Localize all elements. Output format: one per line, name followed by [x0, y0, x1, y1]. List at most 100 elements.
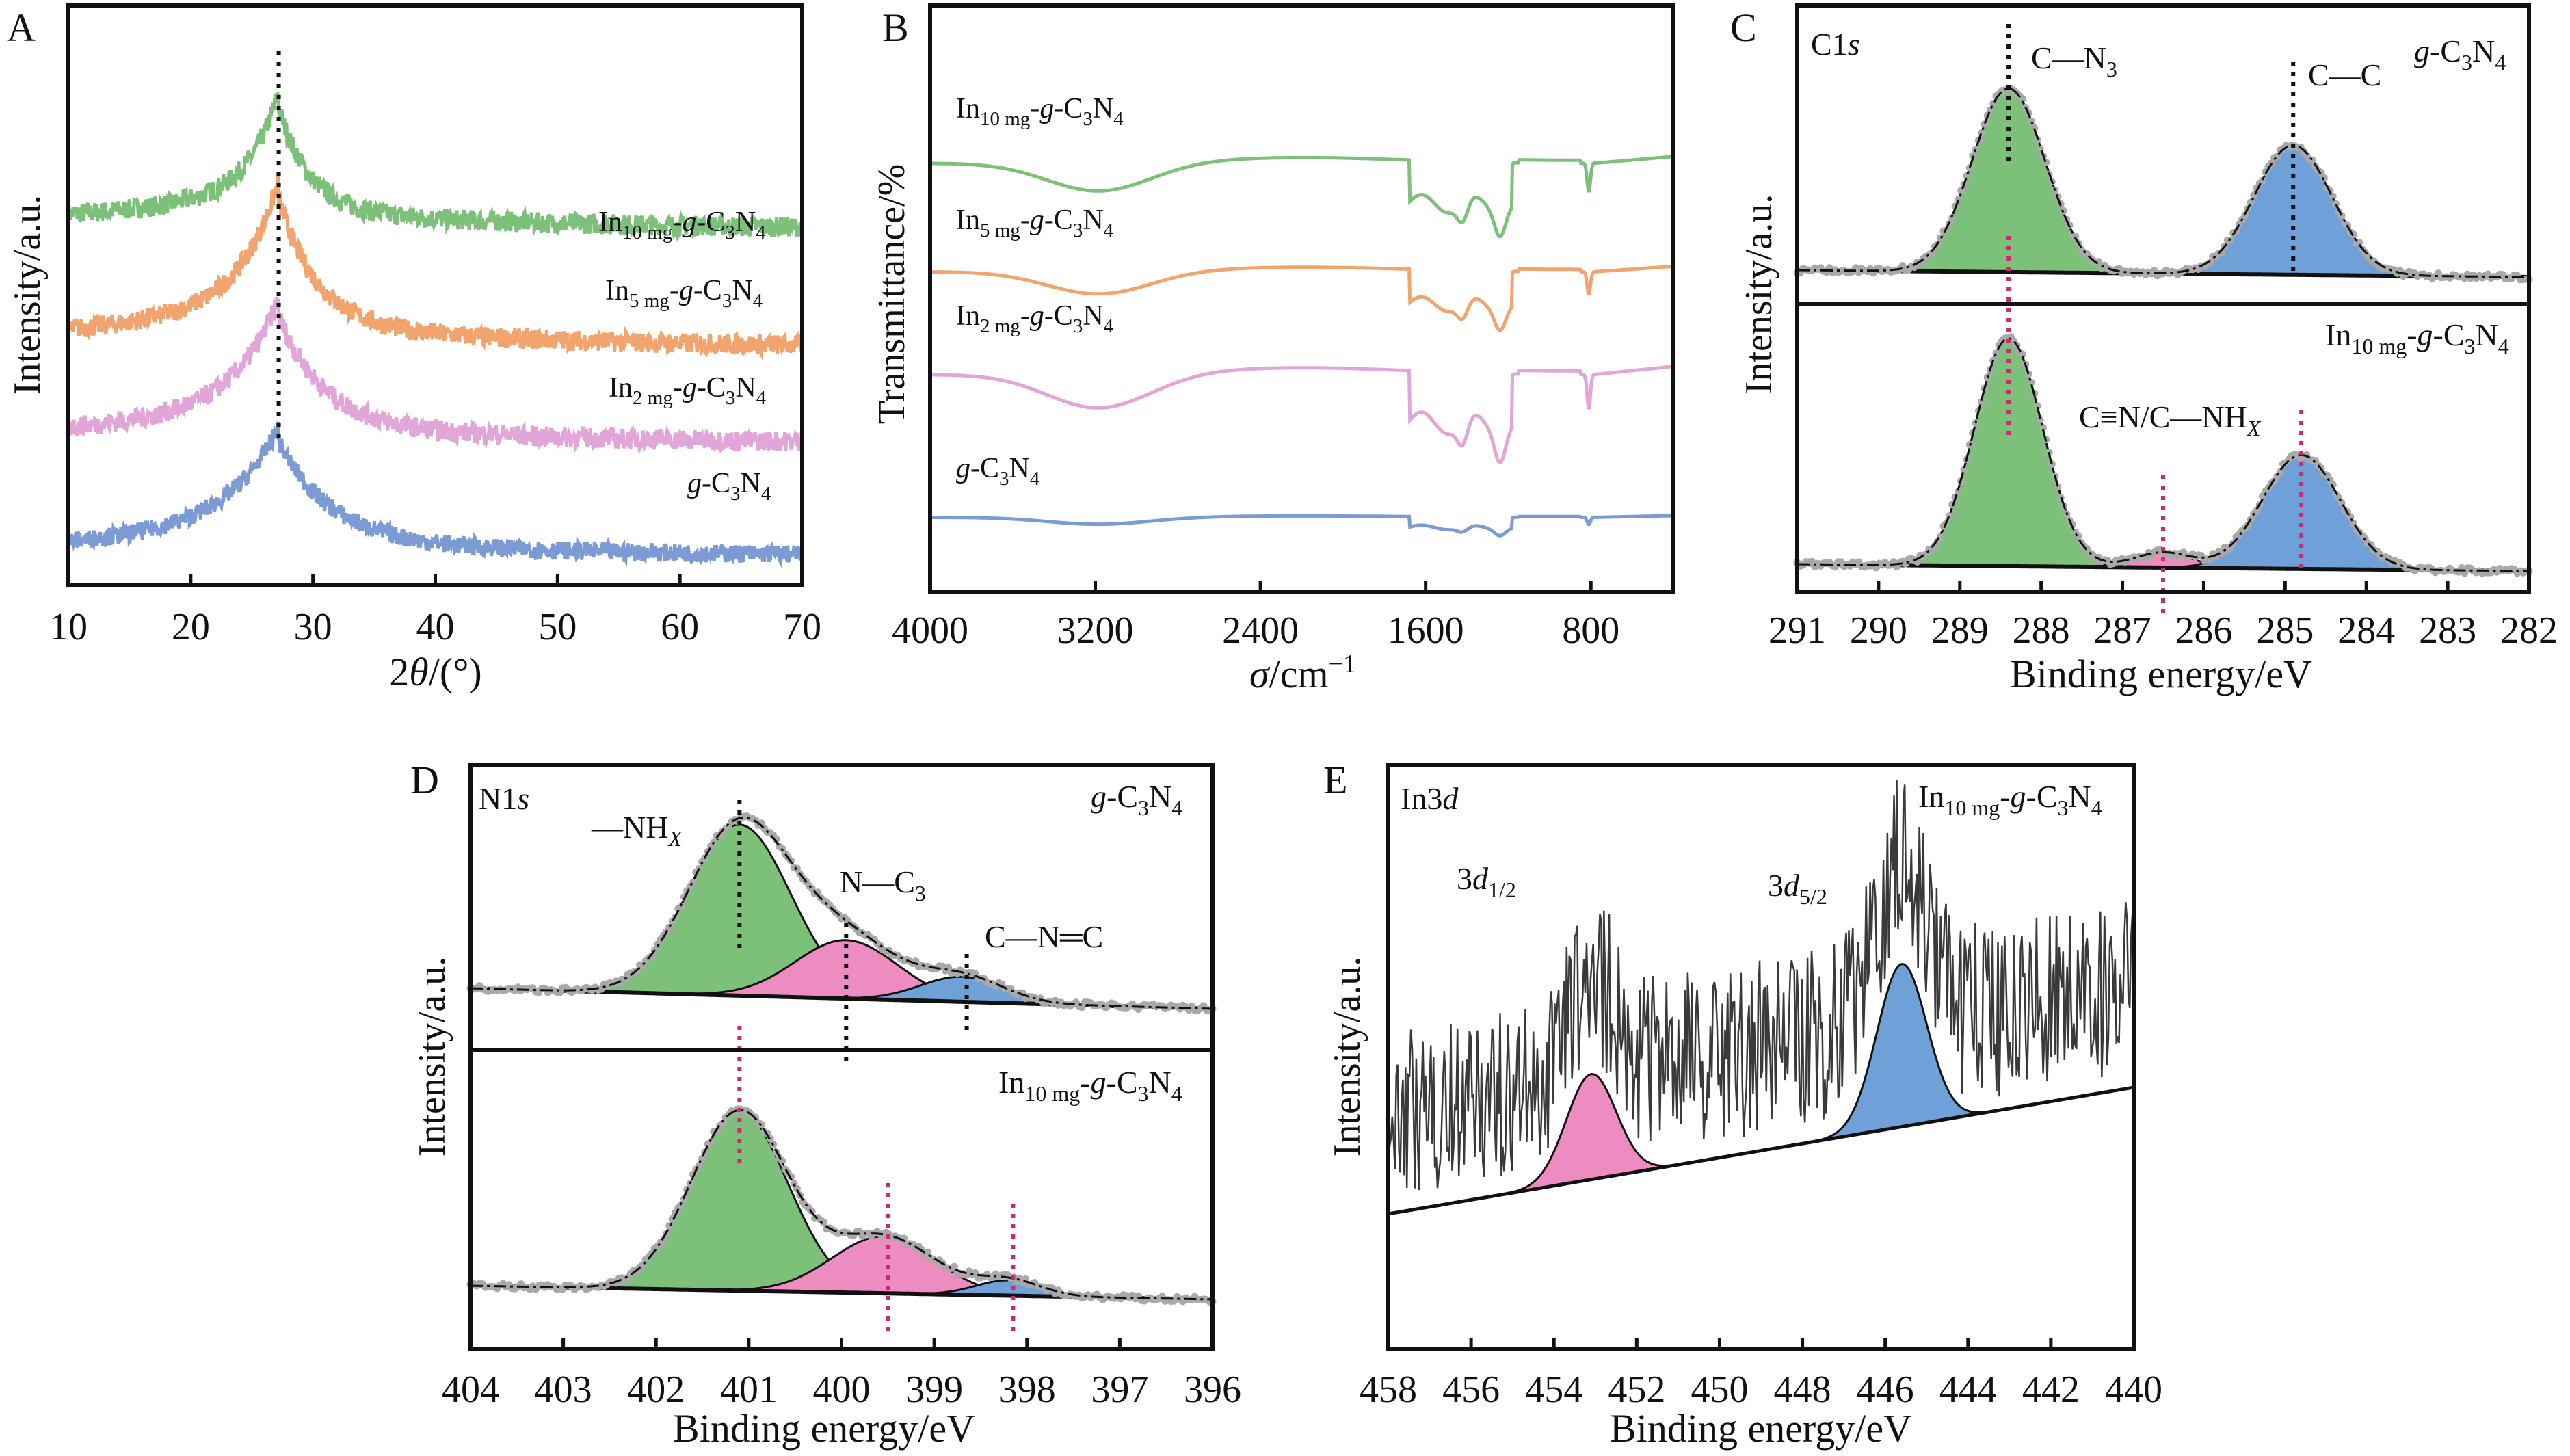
panel-a-x-ticks: 10 20 30 40 50 60 70	[49, 574, 821, 648]
panel-d-x-tick-label: 396	[1184, 1368, 1241, 1411]
xps-raw-point	[950, 1262, 958, 1271]
panel-a-series-label-sub: 2 mg	[633, 387, 673, 409]
panel-c-markers	[2006, 24, 2304, 619]
xps-raw-point	[707, 1138, 715, 1146]
panel-c-top-sample-sub4: 4	[2495, 50, 2506, 75]
panel-e-x-ticks: 458 456 454 452 450 448 446 444 442 440	[1360, 1338, 2162, 1411]
panel-b-series-label-sub4: 4	[1030, 468, 1040, 490]
panel-d-bot-rest: -C	[1107, 1065, 1138, 1100]
panel-a-series-label-rest: -C	[696, 207, 725, 238]
xps-envelope	[1797, 87, 2529, 278]
panel-c-core-level: C1s	[1811, 27, 1860, 62]
panel-a-x-tick-label: 70	[783, 606, 821, 648]
xps-raw-point	[2042, 158, 2050, 166]
panel-d-x-tick-label: 400	[813, 1368, 871, 1411]
panel-letter-c: C	[1730, 5, 1757, 50]
panel-a-series-label-n: N	[735, 207, 756, 238]
panel-e-n: N	[2069, 779, 2091, 814]
panel-b-series-label-in: In	[956, 204, 980, 236]
panel-b-series-label: g-C3N4	[956, 453, 1040, 490]
panel-c-x-tick-label: 289	[1931, 609, 1989, 652]
panel-d-bot-g: g	[1091, 1065, 1107, 1100]
panel-e-p1-sub: 1/2	[1488, 877, 1516, 902]
panel-a-series-label-sub: 10 mg	[622, 222, 672, 243]
panel-a-series-label-in: In	[598, 207, 622, 238]
panel-a-series-label-sub3: 3	[726, 387, 736, 409]
xps-raw-point	[719, 1120, 727, 1128]
panel-d: 404 403 402 401 400 399 398 397 396 Intensity/a.…	[411, 763, 1241, 1451]
panel-b-series-line	[929, 264, 1674, 332]
xps-raw-point	[923, 1248, 931, 1256]
panel-a-x-tick-label: 10	[49, 606, 88, 648]
panel-e-raw-spectrum	[1387, 779, 2135, 1191]
panel-c-x-tick-label: 286	[2175, 609, 2232, 652]
xps-raw-point	[2218, 549, 2226, 557]
panel-c-core-s: s	[1848, 27, 1860, 62]
panel-d-bot-sub3: 3	[1138, 1081, 1149, 1106]
panel-c-bot-sub3: 3	[2465, 334, 2476, 358]
panel-b-series-label-rest: -C	[1044, 300, 1073, 332]
panel-letter-e: E	[1323, 758, 1347, 802]
xps-raw-point	[2247, 198, 2255, 207]
panel-e-p1-d: d	[1472, 861, 1489, 896]
panel-e-x-tick-label: 444	[1939, 1368, 1997, 1411]
panel-c-cn-a: C≡N/C—NH	[2079, 399, 2247, 434]
panel-a-y-label: Intensity/a.u.	[6, 195, 49, 395]
xps-raw-point	[2030, 124, 2039, 132]
panel-a-series-label-g: g	[679, 275, 693, 306]
panel-d-frame	[468, 763, 1215, 1351]
panel-a-series-label-dash: -	[670, 275, 679, 306]
panel-b-series-line	[930, 514, 1674, 538]
panel-b-series-label-rest: -C	[1044, 204, 1073, 236]
panel-d-core-a: N1	[479, 781, 517, 816]
panel-d-top-n: N	[1149, 779, 1171, 814]
xps-peak-C—C	[1797, 144, 2529, 278]
panel-letter-a: A	[7, 5, 36, 50]
xps-raw-point	[2039, 424, 2047, 432]
xps-envelope	[470, 816, 1213, 1010]
panel-b-x-tick-label: 4000	[892, 609, 968, 652]
panel-d-x-tick-label: 403	[535, 1368, 592, 1411]
panel-a-series-label-g: g	[683, 372, 697, 403]
panel-a-x-label: 2θ/(°)	[389, 650, 481, 694]
panel-e-core-level: In3d	[1401, 781, 1459, 816]
xps-raw-point	[2054, 483, 2062, 491]
panel-d-bot-sub4: 4	[1171, 1081, 1182, 1106]
xps-raw-point	[2320, 174, 2328, 182]
panel-e-g: g	[2011, 779, 2026, 814]
panel-e-peak2-label: 3d5/2	[1768, 868, 1827, 909]
panel-c-bot-sub4: 4	[2498, 334, 2509, 358]
panel-e-x-tick-label: 442	[2022, 1368, 2080, 1411]
panel-a-series-label-n: N	[732, 275, 752, 306]
panel-b-series-label-in: In	[956, 93, 980, 124]
panel-b-series-label-rest: -C	[1054, 93, 1083, 124]
xps-raw-point	[2019, 95, 2027, 103]
xps-raw-point	[2332, 200, 2340, 208]
panel-e-x-tick-label: 456	[1442, 1368, 1500, 1411]
panel-b-frame	[928, 3, 1675, 594]
panel-d-top-g: g	[1091, 779, 1107, 814]
panel-a-series-label-rest: -C	[697, 372, 726, 403]
panel-a-series-label-sub4: 4	[761, 483, 771, 505]
panel-b-x-label-sup: −1	[1329, 650, 1356, 678]
panel-a-series-label-dash: -	[673, 372, 683, 403]
panel-c-bot-in: In	[2325, 317, 2351, 352]
panel-a-x-label-post: /(°)	[429, 650, 482, 694]
panel-b-series-label-dash: -	[1020, 300, 1030, 332]
panel-c-bot-n: N	[2476, 317, 2498, 352]
panel-a-series-label-g: g	[687, 468, 702, 499]
panel-e-sub3: 3	[2058, 795, 2069, 820]
panel-b-series-line	[930, 155, 1674, 239]
panel-c-cc-label: C—C	[2308, 57, 2381, 92]
panel-a-series-label-sub: 5 mg	[629, 290, 670, 312]
panel-b-series-label-n: N	[1083, 204, 1103, 236]
panel-e-p1-pre: 3	[1457, 861, 1472, 896]
panel-a-x-tick-label: 20	[172, 606, 210, 648]
panel-c-x-tick-label: 282	[2500, 609, 2558, 652]
panel-e-spectrum	[1387, 779, 2135, 1216]
panel-a-x-tick-label: 50	[538, 606, 577, 648]
panel-a-series-label-sub3: 3	[730, 483, 741, 505]
panel-b-x-label-sigma: σ	[1249, 652, 1271, 696]
